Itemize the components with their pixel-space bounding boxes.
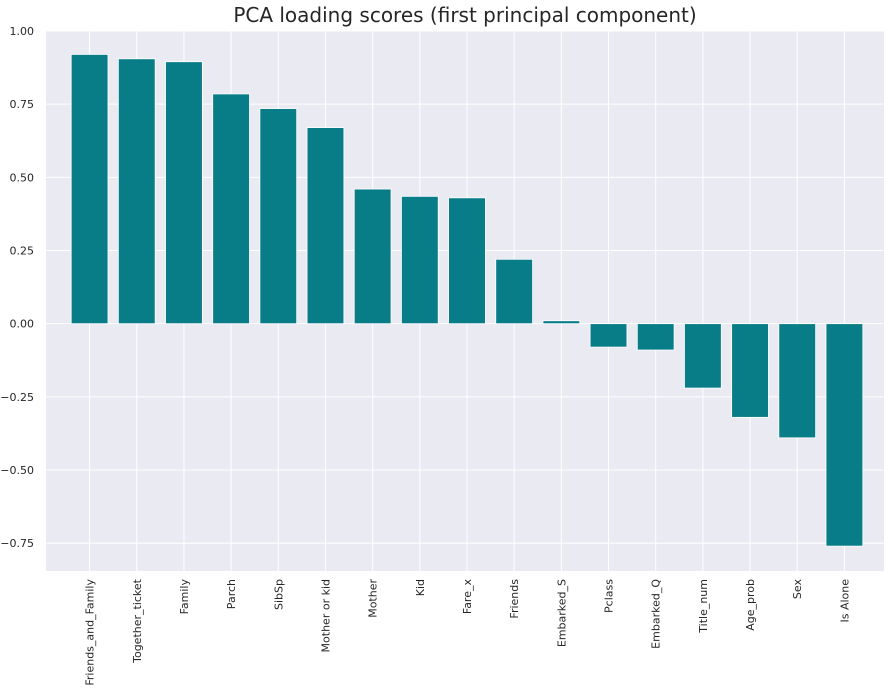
- bar-friends: [495, 258, 533, 325]
- y-tick-label: 0.50: [10, 171, 35, 184]
- bar-is-alone: [825, 323, 864, 547]
- x-tick-label: Embarked_S: [555, 579, 568, 647]
- bar-pclass: [589, 323, 628, 348]
- y-tick-label: 0.25: [10, 245, 35, 258]
- y-tick-label: 1.00: [10, 25, 35, 38]
- bar-friends-and-family: [70, 54, 109, 325]
- y-tick-label: 0.00: [10, 318, 35, 331]
- bar-age-prob: [731, 323, 769, 418]
- bar-embarked-q: [636, 323, 675, 351]
- x-tick-label: Fare_x: [461, 579, 474, 615]
- bar-together-ticket: [117, 58, 156, 325]
- x-tick-label: SibSp: [272, 579, 285, 610]
- x-tick-label: Friends_and_Family: [84, 579, 97, 686]
- x-tick-label: Embarked_Q: [650, 579, 663, 649]
- bar-title-num: [684, 323, 722, 389]
- chart-title: PCA loading scores (first principal comp…: [233, 3, 696, 27]
- bar-parch: [212, 93, 250, 325]
- bar-mother: [353, 188, 392, 325]
- y-tick-label: −0.75: [0, 537, 34, 550]
- x-axis-ticks: Friends_and_Family Together_ticket Family P…: [84, 578, 852, 685]
- y-tick-label: −0.25: [0, 391, 34, 404]
- x-tick-label: Age_prob: [744, 579, 757, 631]
- bar-embarked-s: [542, 320, 581, 325]
- x-tick-label: Is Alone: [838, 579, 851, 623]
- y-tick-label: 0.75: [10, 98, 35, 111]
- x-tick-label: Parch: [225, 579, 238, 609]
- y-tick-label: −0.50: [0, 464, 34, 477]
- x-tick-label: Sex: [791, 579, 804, 600]
- bar-sex: [778, 323, 817, 439]
- y-axis-ticks: 1.00 0.75 0.50 0.25 0.00 −0.25 −0.50 −0.75: [0, 25, 34, 550]
- x-tick-label: Mother or kid: [319, 579, 332, 652]
- x-tick-label: Mother: [367, 579, 380, 618]
- x-tick-label: Kid: [414, 579, 427, 596]
- bar-sibsp: [259, 108, 298, 325]
- x-tick-label: Pclass: [603, 579, 616, 613]
- x-tick-label: Friends: [508, 579, 521, 619]
- x-tick-label: Family: [178, 579, 191, 615]
- bars: [70, 54, 864, 547]
- bar-fare-x: [448, 197, 486, 325]
- bar-kid: [401, 195, 439, 325]
- bar-family: [165, 61, 203, 325]
- bar-mother-or-kid: [306, 127, 345, 325]
- x-tick-label: Together_ticket: [131, 578, 144, 664]
- x-tick-label: Title_num: [697, 579, 710, 634]
